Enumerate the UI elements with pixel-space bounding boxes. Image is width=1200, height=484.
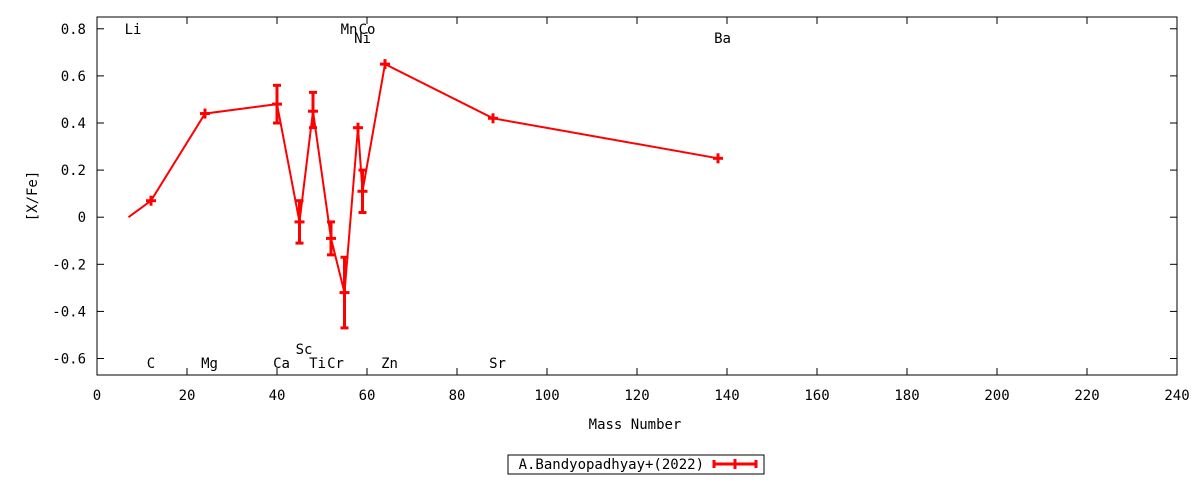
data-point: [488, 113, 498, 124]
data-point: [308, 106, 318, 117]
data-point: [357, 186, 368, 197]
series-layer: [127, 59, 723, 330]
x-axis-label: Mass Number: [589, 417, 682, 433]
data-point: [200, 108, 210, 119]
axis-ticks: 0 20 40 60 80 100 120 140 160 180 200 220 240 -0.6 -0.…: [52, 17, 1190, 404]
x-tick-label: 240: [1164, 388, 1189, 404]
x-tick-label: 100: [534, 388, 559, 404]
y-tick-label: 0.8: [61, 22, 86, 38]
legend-sample: [712, 459, 758, 469]
series-line: [127, 62, 719, 293]
x-tick-label: 0: [93, 388, 101, 404]
x-tick-label: 220: [1074, 388, 1099, 404]
element-label: Li: [125, 22, 142, 38]
element-label: Cr: [327, 356, 344, 372]
data-point: [353, 122, 363, 133]
data-point: [146, 195, 156, 206]
data-point: [294, 216, 305, 227]
x-tick-label: 180: [894, 388, 919, 404]
data-point: [272, 99, 282, 110]
y-axis-label: [X/Fe]: [25, 171, 41, 222]
data-point: [380, 59, 390, 70]
legend: A.Bandyopadhyay+(2022): [507, 454, 765, 475]
data-point: [326, 233, 336, 244]
element-label: Ni: [354, 31, 371, 47]
element-label: Zn: [381, 356, 398, 372]
x-tick-label: 140: [714, 388, 739, 404]
element-label: Ti: [309, 356, 326, 372]
element-label: Ba: [714, 31, 731, 47]
x-tick-label: 60: [359, 388, 376, 404]
x-tick-label: 200: [984, 388, 1009, 404]
legend-label: A.Bandyopadhyay+(2022): [519, 457, 704, 473]
plot-frame: [96, 16, 1178, 376]
y-tick-label: 0.4: [61, 116, 86, 132]
y-tick-label: -0.6: [52, 352, 86, 368]
y-tick-label: 0: [78, 210, 86, 226]
x-tick-label: 20: [179, 388, 196, 404]
legend-box: [507, 454, 765, 475]
element-label: C: [147, 356, 155, 372]
element-label: Mg: [201, 356, 218, 372]
x-tick-label: 160: [804, 388, 829, 404]
element-label: Sc: [296, 342, 313, 358]
x-tick-label: 40: [269, 388, 286, 404]
y-tick-label: 0.2: [61, 163, 86, 179]
x-tick-label: 120: [624, 388, 649, 404]
data-point: [713, 153, 723, 164]
element-label: Co: [359, 22, 376, 38]
y-tick-label: -0.4: [52, 304, 86, 320]
element-label: Mn: [341, 22, 358, 38]
element-label: Sr: [489, 356, 506, 372]
y-tick-label: 0.6: [61, 69, 86, 85]
y-tick-label: -0.2: [52, 257, 86, 273]
data-point: [339, 287, 350, 298]
x-tick-label: 80: [449, 388, 466, 404]
element-label: Ca: [273, 356, 290, 372]
